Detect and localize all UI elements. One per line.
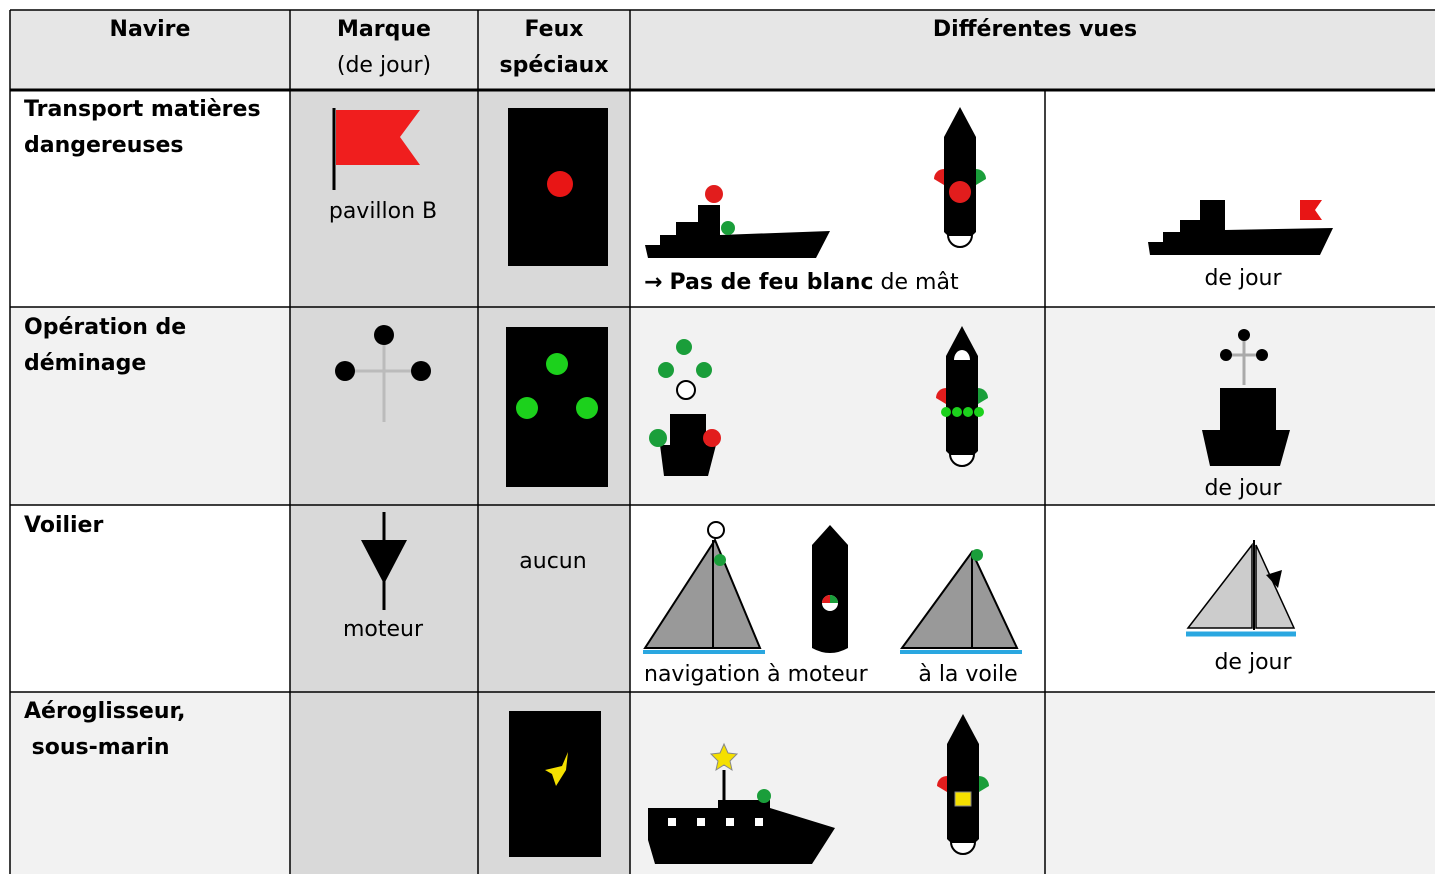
text: de mât (873, 270, 959, 295)
bold-text: Pas de feu blanc (669, 270, 874, 295)
view-caption: navigation à moteur (644, 662, 868, 687)
arrow: → (644, 270, 663, 295)
header-cell: (de jour) (336, 53, 432, 78)
lights-caption: aucun (519, 549, 587, 574)
vessel-name: dangereuses (24, 133, 184, 158)
vessel-name: Transport matières (24, 97, 261, 122)
vessel-name: Opération de (24, 315, 187, 340)
header-cell: Marque (337, 17, 431, 42)
vessel-name: Voilier (24, 513, 104, 538)
view-caption: de jour (1214, 650, 1292, 675)
view-caption: de jour (1204, 476, 1282, 501)
vessel-name: déminage (24, 351, 147, 376)
view-caption: → Pas de feu blanc de mât (644, 265, 959, 301)
vessel-name: sous-marin (24, 735, 170, 760)
header-cell: Différentes vues (932, 17, 1138, 42)
view-caption: de jour (1204, 266, 1282, 291)
header-cell: spéciaux (499, 53, 609, 78)
header-cell: Navire (109, 17, 191, 42)
vessel-name: Aéroglisseur, (24, 699, 186, 724)
mark-caption: moteur (342, 617, 424, 642)
mark-caption: pavillon B (328, 199, 438, 224)
header-cell: Feux (524, 17, 584, 42)
view-caption: à la voile (918, 662, 1018, 687)
